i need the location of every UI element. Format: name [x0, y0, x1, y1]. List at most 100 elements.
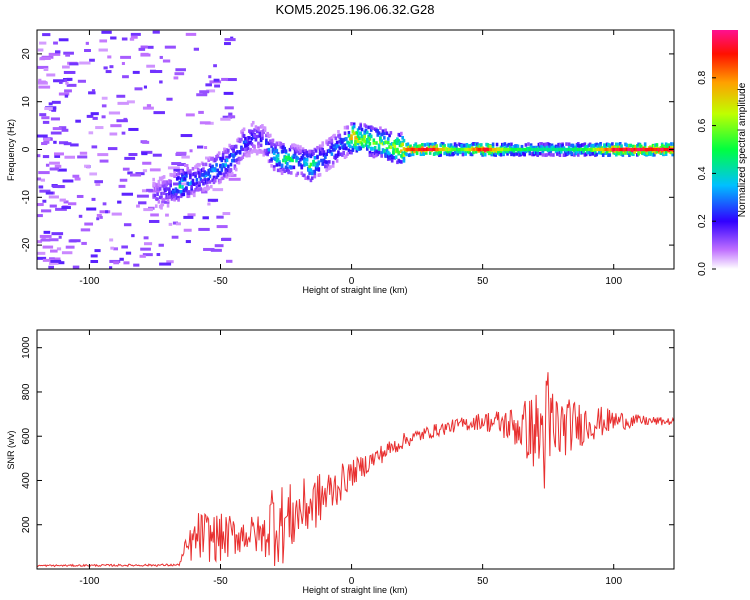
spectrogram-line-cell [647, 147, 650, 152]
spectrogram-ridge-cell [178, 180, 182, 185]
spectrogram-line-cell [632, 147, 635, 152]
spectrogram-ridge-cell [516, 144, 520, 149]
spectrogram-ridge-cell [282, 149, 285, 154]
spectrogram-ridge-cell [510, 142, 513, 147]
spectrogram-ridge-cell [255, 126, 259, 131]
spectrogram-ridge-cell [667, 143, 671, 147]
spectrogram-line-cell [492, 147, 495, 152]
spectrogram-ridge-cell [388, 152, 391, 156]
spectrogram-ridge-cell [362, 144, 365, 149]
spectrogram-ridge-cell [208, 168, 212, 172]
spectrogram-noise-cell [85, 41, 89, 45]
spectrogram-ridge-cell [262, 130, 266, 134]
spectrogram-ridge-cell [440, 143, 444, 148]
spectrogram-ridge-cell [181, 178, 184, 182]
spectrogram-ridge-cell [245, 147, 249, 152]
spectrogram-ridge-cell [373, 151, 377, 155]
spectrogram-line-cell [543, 147, 547, 152]
spectrogram-ridge-cell [153, 186, 157, 191]
spectrogram-ridge-cell [405, 152, 408, 157]
spectrogram-ridge-cell [200, 173, 204, 177]
spectrogram-ridge-cell [261, 129, 264, 134]
spectrogram-ridge-cell [224, 158, 228, 163]
spectrogram-noise-cell [58, 92, 70, 96]
y-tick-label: 200 [21, 516, 32, 533]
spectrogram-ridge-cell [276, 142, 280, 147]
spectrogram-noise-cell [227, 115, 236, 119]
spectrogram-line-cell [455, 147, 459, 152]
spectrogram-ridge-cell [206, 180, 209, 185]
spectrogram-ridge-cell [182, 192, 186, 197]
spectrogram-ridge-cell [160, 191, 163, 196]
spectrogram-ridge-cell [477, 143, 480, 147]
spectrogram-noise-cell [150, 70, 163, 74]
spectrogram-ridge-cell [202, 181, 205, 186]
spectrogram-ridge-cell [355, 131, 359, 135]
spectrogram-ridge-cell [296, 144, 300, 149]
spectrogram-ridge-cell [199, 187, 203, 191]
spectrogram-ridge-cell [348, 150, 352, 155]
spectrogram-ridge-cell [550, 145, 554, 150]
spectrogram-ridge-cell [220, 168, 224, 172]
spectrogram-ridge-cell [396, 160, 399, 165]
spectrogram-ridge-cell [521, 152, 525, 156]
spectrogram-line-cell [504, 147, 507, 152]
spectrogram-line-cell [603, 147, 606, 152]
spectrogram-noise-cell [199, 90, 210, 94]
spectrogram-noise-cell [49, 161, 60, 165]
spectrogram-ridge-cell [532, 151, 536, 155]
spectrogram-ridge-cell [245, 150, 249, 154]
spectrogram-ridge-cell [236, 138, 239, 143]
spectrogram-ridge-cell [512, 152, 516, 157]
spectrogram-ridge-cell [582, 143, 585, 147]
spectrogram-ridge-cell [179, 177, 183, 181]
spectrogram-noise-cell [159, 262, 172, 266]
spectrogram-ridge-cell [438, 151, 441, 155]
spectrogram-ridge-cell [575, 144, 579, 148]
spectrogram-ridge-cell [594, 153, 597, 157]
spectrogram-ridge-cell [435, 144, 439, 148]
spectrogram-ridge-cell [313, 155, 317, 160]
spectrogram-ridge-cell [595, 142, 598, 147]
spectrogram-ridge-cell [261, 150, 264, 154]
spectrogram-ridge-cell [191, 178, 195, 183]
spectrogram-noise-cell [90, 112, 99, 116]
spectrogram-line-cell [457, 147, 460, 152]
spectrogram-noise-cell [121, 61, 125, 65]
spectrogram-line-cell [652, 147, 655, 152]
spectrogram-ridge-cell [495, 142, 499, 147]
spectrogram-line-cell [526, 147, 529, 152]
spectrogram-noise-cell [203, 247, 215, 251]
spectrogram-noise-cell [213, 64, 217, 68]
spectrogram-ridge-cell [499, 152, 503, 157]
spectrogram-noise-cell [68, 202, 77, 206]
spectrogram-ridge-cell [541, 153, 545, 157]
spectrogram-line-cell [485, 147, 488, 152]
spectrogram-ridge-cell [249, 130, 252, 135]
spectrogram-ridge-cell [304, 151, 307, 156]
spectrogram-noise-cell [62, 65, 70, 69]
spectrogram-ridge-cell [389, 145, 393, 150]
spectrogram-noise-cell [69, 62, 79, 66]
spectrogram-ridge-cell [157, 182, 161, 186]
spectrogram-ridge-cell [595, 152, 598, 157]
spectrogram-ridge-cell [642, 151, 646, 156]
spectrogram-ridge-cell [204, 173, 208, 177]
spectrogram-ridge-cell [173, 171, 176, 175]
spectrogram-ridge-cell [376, 149, 380, 154]
spectrogram-ridge-cell [175, 172, 179, 177]
spectrogram-noise-cell [76, 194, 84, 198]
spectrogram-ridge-cell [377, 150, 381, 155]
spectrogram-ridge-cell [173, 197, 176, 202]
spectrogram-ridge-cell [476, 142, 479, 146]
spectrogram-ridge-cell [240, 130, 243, 134]
spectrogram-ridge-cell [160, 203, 163, 208]
spectrogram-ridge-cell [397, 150, 401, 155]
spectrogram-ridge-cell [615, 152, 618, 157]
spectrogram-ridge-cell [504, 149, 508, 154]
spectrogram-ridge-cell [229, 162, 233, 167]
spectrogram-ridge-cell [472, 142, 475, 146]
spectrogram-line-cell [471, 147, 474, 152]
spectrogram-line-cell [403, 147, 407, 152]
spectrogram-noise-cell [79, 61, 91, 65]
